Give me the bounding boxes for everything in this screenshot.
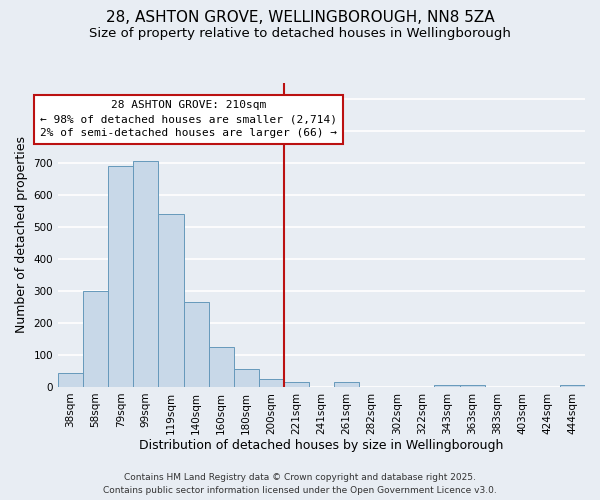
Bar xyxy=(108,166,133,387)
Text: 28, ASHTON GROVE, WELLINGBOROUGH, NN8 5ZA: 28, ASHTON GROVE, WELLINGBOROUGH, NN8 5Z… xyxy=(106,10,494,25)
Bar xyxy=(460,386,485,387)
Y-axis label: Number of detached properties: Number of detached properties xyxy=(15,136,28,333)
Bar xyxy=(133,161,158,387)
Bar xyxy=(58,372,83,387)
Bar xyxy=(158,214,184,387)
Text: Contains HM Land Registry data © Crown copyright and database right 2025.
Contai: Contains HM Land Registry data © Crown c… xyxy=(103,473,497,495)
Bar xyxy=(560,386,585,387)
Bar xyxy=(434,386,460,387)
Bar xyxy=(259,379,284,387)
Bar xyxy=(83,291,108,387)
X-axis label: Distribution of detached houses by size in Wellingborough: Distribution of detached houses by size … xyxy=(139,440,504,452)
Bar xyxy=(284,382,309,387)
Text: Size of property relative to detached houses in Wellingborough: Size of property relative to detached ho… xyxy=(89,28,511,40)
Bar xyxy=(209,347,233,387)
Bar xyxy=(233,370,259,387)
Bar xyxy=(184,302,209,387)
Text: 28 ASHTON GROVE: 210sqm
← 98% of detached houses are smaller (2,714)
2% of semi-: 28 ASHTON GROVE: 210sqm ← 98% of detache… xyxy=(40,100,337,138)
Bar xyxy=(334,382,359,387)
